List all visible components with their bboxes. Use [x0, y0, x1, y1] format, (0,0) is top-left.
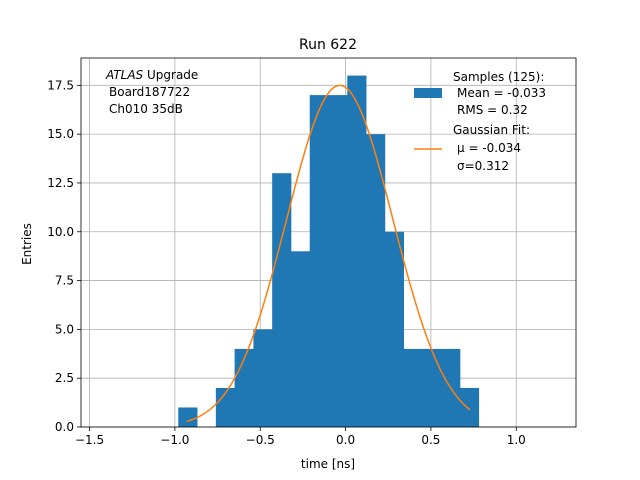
chart-title: Run 622 [299, 37, 357, 53]
annotation-line-3: Ch010 35dB [109, 102, 183, 116]
histogram-bar-0 [178, 407, 198, 427]
y-tick-label-3: 7.5 [55, 274, 74, 288]
annotation-line-2: Board187722 [109, 85, 190, 99]
histogram-bar-15 [459, 387, 480, 427]
annotation-atlas: ATLAS [105, 68, 144, 82]
y-tick-label-5: 12.5 [47, 176, 74, 190]
histogram-bar-6 [290, 251, 311, 427]
x-axis-label: time [ns] [301, 457, 355, 471]
legend-samples-mean: Mean = -0.033 [457, 86, 546, 100]
legend-fit-label: Gaussian Fit: [453, 123, 530, 137]
annotation-upgrade: Upgrade [143, 68, 198, 82]
x-tick-label-1: −1.0 [160, 433, 189, 447]
histogram-bar-3 [234, 348, 254, 427]
histogram-bar-11 [384, 231, 405, 427]
x-tick-label-4: 0.5 [421, 433, 440, 447]
x-tick-label-2: −0.5 [246, 433, 275, 447]
histogram-bar-4 [253, 329, 273, 427]
histogram-bar-2 [215, 387, 236, 427]
legend-fit-sigma: σ=0.312 [457, 159, 509, 173]
histogram-bar-12 [403, 348, 423, 427]
histogram-bar-9 [347, 75, 367, 428]
annotation-line-1: ATLAS Upgrade [105, 68, 198, 82]
y-tick-label-2: 5.0 [55, 322, 74, 336]
plot-frame [80, 57, 577, 428]
histogram-bar-5 [272, 173, 292, 427]
y-axis-label: Entries [20, 223, 34, 265]
y-tick-label-0: 0.0 [55, 420, 74, 434]
legend-samples-label: Samples (125): [453, 70, 544, 84]
annotation-box: ATLAS Upgrade Board187722 Ch010 35dB [105, 68, 198, 116]
x-tick-label-5: 1.0 [507, 433, 526, 447]
legend-samples-patch [414, 88, 442, 98]
legend: Samples (125): Mean = -0.033 RMS = 0.32 … [414, 70, 546, 173]
legend-fit-mu: μ = -0.034 [457, 141, 521, 155]
histogram-bar-7 [309, 95, 329, 427]
y-tick-label-7: 17.5 [47, 78, 74, 92]
histogram-bar-10 [366, 134, 386, 427]
y-tick-label-6: 15.0 [47, 127, 74, 141]
x-tick-label-0: −1.5 [75, 433, 104, 447]
y-axis-ticks: 0.0 2.5 5.0 7.5 10.0 12.5 15.0 17.5 [47, 78, 81, 434]
y-tick-label-4: 10.0 [47, 225, 74, 239]
x-tick-label-3: 0.0 [336, 433, 355, 447]
histogram-bar-8 [328, 95, 348, 427]
y-tick-label-1: 2.5 [55, 371, 74, 385]
x-axis-ticks: −1.5 −1.0 −0.5 0.0 0.5 1.0 [75, 427, 526, 447]
histogram-bar-13 [422, 348, 442, 427]
legend-samples-rms: RMS = 0.32 [457, 103, 528, 117]
gaussian-fit-line [186, 84, 471, 423]
